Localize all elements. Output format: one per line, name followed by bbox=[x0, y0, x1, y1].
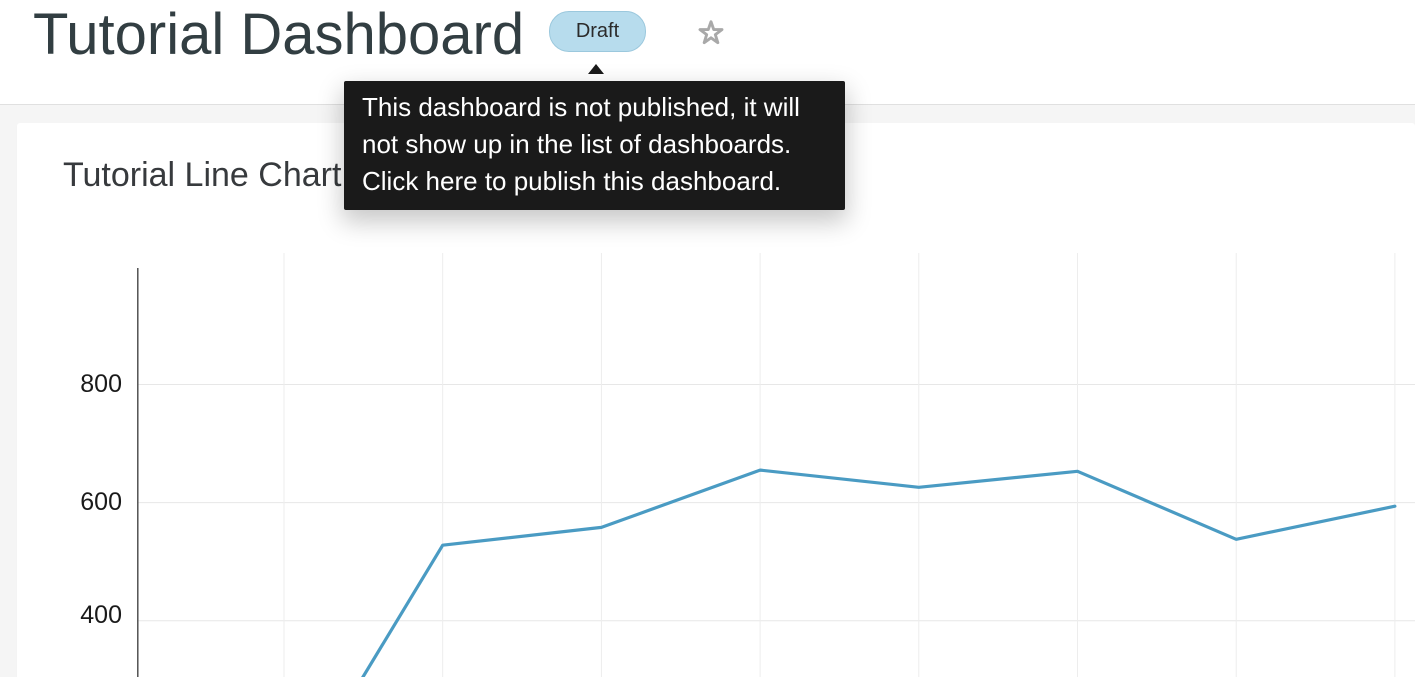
svg-text:400: 400 bbox=[80, 601, 122, 629]
svg-text:800: 800 bbox=[80, 370, 122, 398]
svg-text:600: 600 bbox=[80, 488, 122, 516]
